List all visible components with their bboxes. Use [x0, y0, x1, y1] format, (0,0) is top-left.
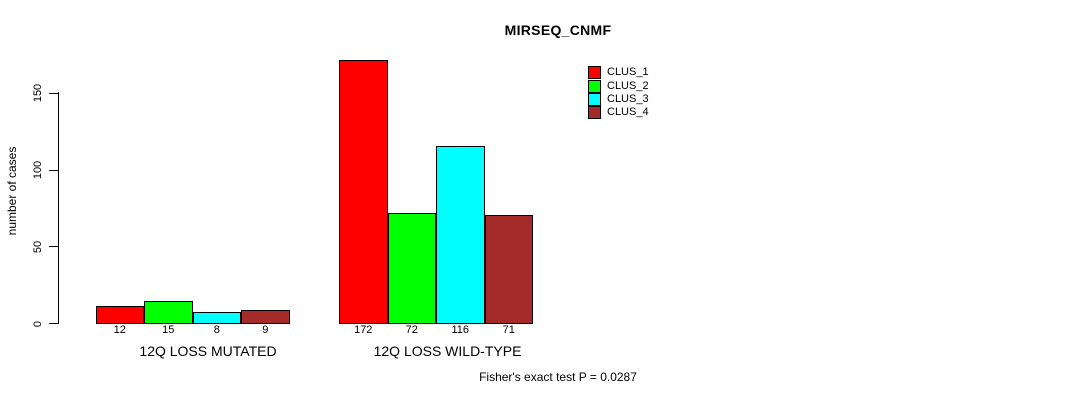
- legend-label: CLUS_4: [607, 106, 649, 119]
- bar-clus_4: [484, 215, 533, 324]
- bar-clus_2: [387, 213, 436, 324]
- legend-swatch-clus_2: [588, 79, 601, 93]
- bar-clus_2: [144, 300, 193, 324]
- legend: CLUS_1 CLUS_2 CLUS_3 CLUS_4: [588, 66, 649, 120]
- bar-clus_3: [436, 145, 485, 324]
- bar-clus_1: [95, 305, 144, 324]
- bar-value-label: 172: [354, 324, 373, 336]
- legend-label: CLUS_2: [607, 79, 649, 92]
- legend-swatch-clus_3: [588, 92, 601, 106]
- y-tick-mark: [49, 92, 58, 94]
- bar-value-label: 71: [502, 324, 515, 336]
- legend-row: CLUS_2: [588, 79, 649, 93]
- y-tick-mark: [49, 323, 58, 324]
- legend-label: CLUS_1: [607, 66, 649, 79]
- bar-value-label: 8: [213, 324, 220, 336]
- legend-swatch-clus_4: [588, 106, 601, 120]
- legend-label: CLUS_3: [607, 92, 649, 105]
- bar-clus_3: [192, 311, 241, 324]
- bar-value-label: 9: [262, 324, 269, 336]
- bar-value-label: 12: [113, 324, 126, 336]
- bar-value-label: 72: [405, 324, 418, 336]
- y-axis-line: [58, 92, 59, 324]
- y-tick-mark: [49, 246, 58, 248]
- group-label: 12Q LOSS WILD-TYPE: [373, 343, 522, 359]
- legend-row: CLUS_4: [588, 106, 649, 120]
- group-label: 12Q LOSS MUTATED: [139, 343, 277, 359]
- y-tick-mark: [49, 169, 58, 171]
- bar-clus_4: [241, 310, 290, 324]
- y-tick-label: 0: [32, 320, 44, 327]
- bar-value-label: 116: [451, 324, 470, 336]
- legend-row: CLUS_3: [588, 92, 649, 106]
- y-tick-label: 150: [32, 84, 44, 103]
- y-tick-label: 50: [32, 240, 44, 253]
- fisher-test-annotation: Fisher's exact test P = 0.0287: [479, 370, 637, 384]
- chart-title: MIRSEQ_CNMF: [504, 22, 612, 38]
- y-tick-label: 100: [32, 160, 44, 180]
- y-axis-label: number of cases: [5, 146, 19, 236]
- legend-row: CLUS_1: [588, 66, 649, 80]
- bar-value-label: 15: [162, 324, 175, 336]
- legend-swatch-clus_1: [588, 66, 601, 80]
- bar-clus_1: [339, 59, 388, 324]
